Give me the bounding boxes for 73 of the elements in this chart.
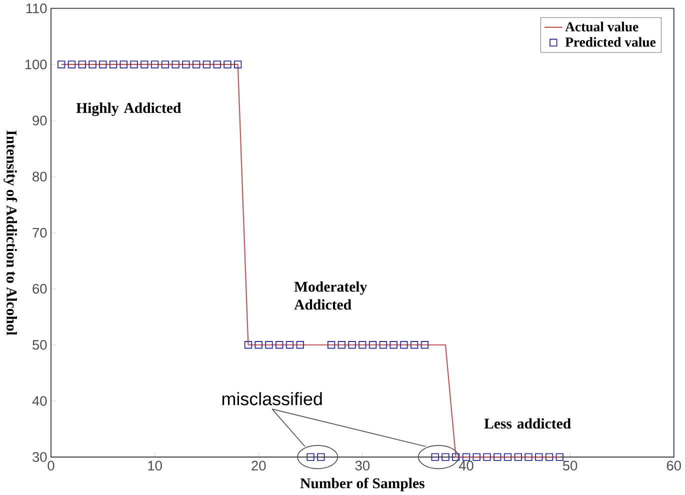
point (296, 341, 304, 349)
point (306, 453, 314, 461)
point (483, 453, 491, 461)
x-tick-label: 50 (562, 460, 578, 471)
x-tick-label: 40 (458, 460, 474, 471)
point (140, 60, 148, 68)
point (442, 453, 450, 461)
x-tick-label: 0 (48, 460, 54, 471)
y-tick-label: 90 (32, 116, 47, 126)
point (202, 60, 211, 68)
point (390, 341, 398, 349)
point (400, 341, 408, 349)
point (244, 341, 252, 349)
point (420, 341, 429, 349)
point (524, 453, 532, 461)
point (545, 453, 554, 461)
point (462, 453, 470, 461)
point (130, 60, 138, 68)
point (379, 341, 388, 349)
annotation: misclassified (222, 392, 322, 406)
point (150, 60, 159, 68)
annotation: Less addicted (484, 418, 571, 429)
y-tick-label: 70 (32, 228, 47, 238)
point (109, 60, 118, 68)
point (58, 60, 66, 68)
point (213, 60, 221, 68)
point (68, 60, 76, 68)
y-tick-label: 30 (32, 452, 47, 462)
point (317, 453, 325, 461)
point (182, 60, 190, 68)
point (327, 341, 336, 349)
point (172, 60, 180, 68)
annotation: Highly Addicted (76, 102, 182, 116)
point (120, 60, 128, 68)
point (99, 60, 107, 68)
point (192, 60, 200, 68)
point (410, 341, 418, 349)
annotation: Moderately Addicted (294, 281, 367, 310)
point (254, 341, 262, 349)
y-tick-label: 100 (25, 60, 47, 70)
y-axis-title: Intensity of Addiction to Alcohol (4, 130, 18, 336)
y-tick-label: 80 (32, 172, 47, 182)
x-tick-label: 60 (666, 460, 681, 471)
point (472, 453, 480, 461)
y-tick-label: 50 (32, 340, 47, 350)
point (338, 341, 346, 349)
x-tick-label: 30 (355, 460, 370, 471)
point (224, 60, 232, 68)
point (88, 60, 96, 68)
x-tick-label: 20 (252, 460, 266, 471)
point (431, 453, 439, 461)
point (514, 453, 522, 461)
point (358, 341, 366, 349)
legend-label: Predicted value (565, 37, 656, 47)
point (265, 341, 273, 349)
y-tick-label: 60 (32, 284, 47, 294)
point (276, 341, 284, 349)
point (504, 453, 512, 461)
point (452, 453, 460, 461)
point (556, 453, 564, 461)
x-axis-title: Number of Samples (300, 478, 424, 492)
point (78, 60, 86, 68)
x-tick-label: 10 (148, 460, 162, 471)
point (348, 341, 356, 349)
point (494, 453, 502, 461)
y-tick-label: 40 (32, 396, 47, 406)
point (234, 60, 242, 68)
point (286, 341, 294, 349)
y-tick-label: 110 (26, 4, 47, 14)
point (535, 453, 543, 461)
point (368, 341, 377, 349)
point (161, 60, 170, 68)
legend-label: Actual value (565, 22, 638, 32)
